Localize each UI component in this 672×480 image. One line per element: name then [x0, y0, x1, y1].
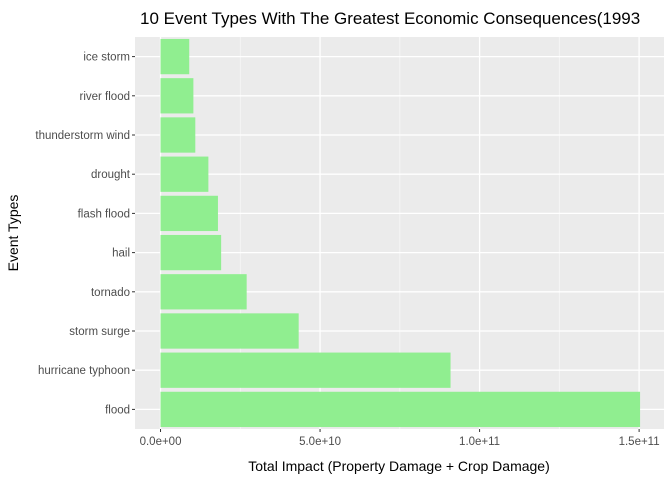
x-axis-title: Total Impact (Property Damage + Crop Dam…	[248, 458, 550, 474]
x-axis: 0.0e+00 5.0e+10 1.0e+11 1.5e+11	[140, 429, 660, 448]
y-tick-label: storm surge	[69, 326, 130, 338]
bar-thunderstorm-wind	[160, 117, 196, 153]
y-tick-label: flash flood	[78, 208, 130, 220]
chart-title: 10 Event Types With The Greatest Economi…	[140, 9, 640, 28]
x-tick-label: 1.5e+11	[619, 436, 660, 448]
y-tick-label: tornado	[91, 287, 130, 299]
y-tick-label: drought	[91, 169, 131, 181]
y-tick-label: thunderstorm wind	[35, 130, 130, 142]
x-tick-label: 1.0e+11	[459, 436, 500, 448]
y-tick-label: hurricane typhoon	[38, 365, 130, 377]
bar-hail	[160, 234, 222, 271]
y-tick-label: river flood	[80, 91, 131, 103]
bar-tornado	[160, 274, 247, 310]
x-tick-label: 5.0e+10	[299, 436, 341, 448]
bar-storm-surge	[160, 313, 299, 349]
y-tick-label: ice storm	[83, 52, 130, 64]
bar-drought	[160, 156, 209, 192]
y-tick-label: flood	[105, 404, 130, 416]
bar-river-flood	[160, 78, 194, 114]
y-axis: flood hurricane typhoon storm surge tornado…	[35, 52, 135, 416]
bar-flood	[160, 391, 641, 428]
bar-flash-flood	[160, 195, 218, 232]
y-axis-title: Event Types	[5, 195, 21, 272]
x-tick-label: 0.0e+00	[140, 436, 182, 448]
bars	[160, 38, 641, 428]
bar-hurricane-typhoon	[160, 352, 451, 388]
bar-ice-storm	[160, 38, 190, 75]
y-tick-label: hail	[112, 248, 130, 260]
